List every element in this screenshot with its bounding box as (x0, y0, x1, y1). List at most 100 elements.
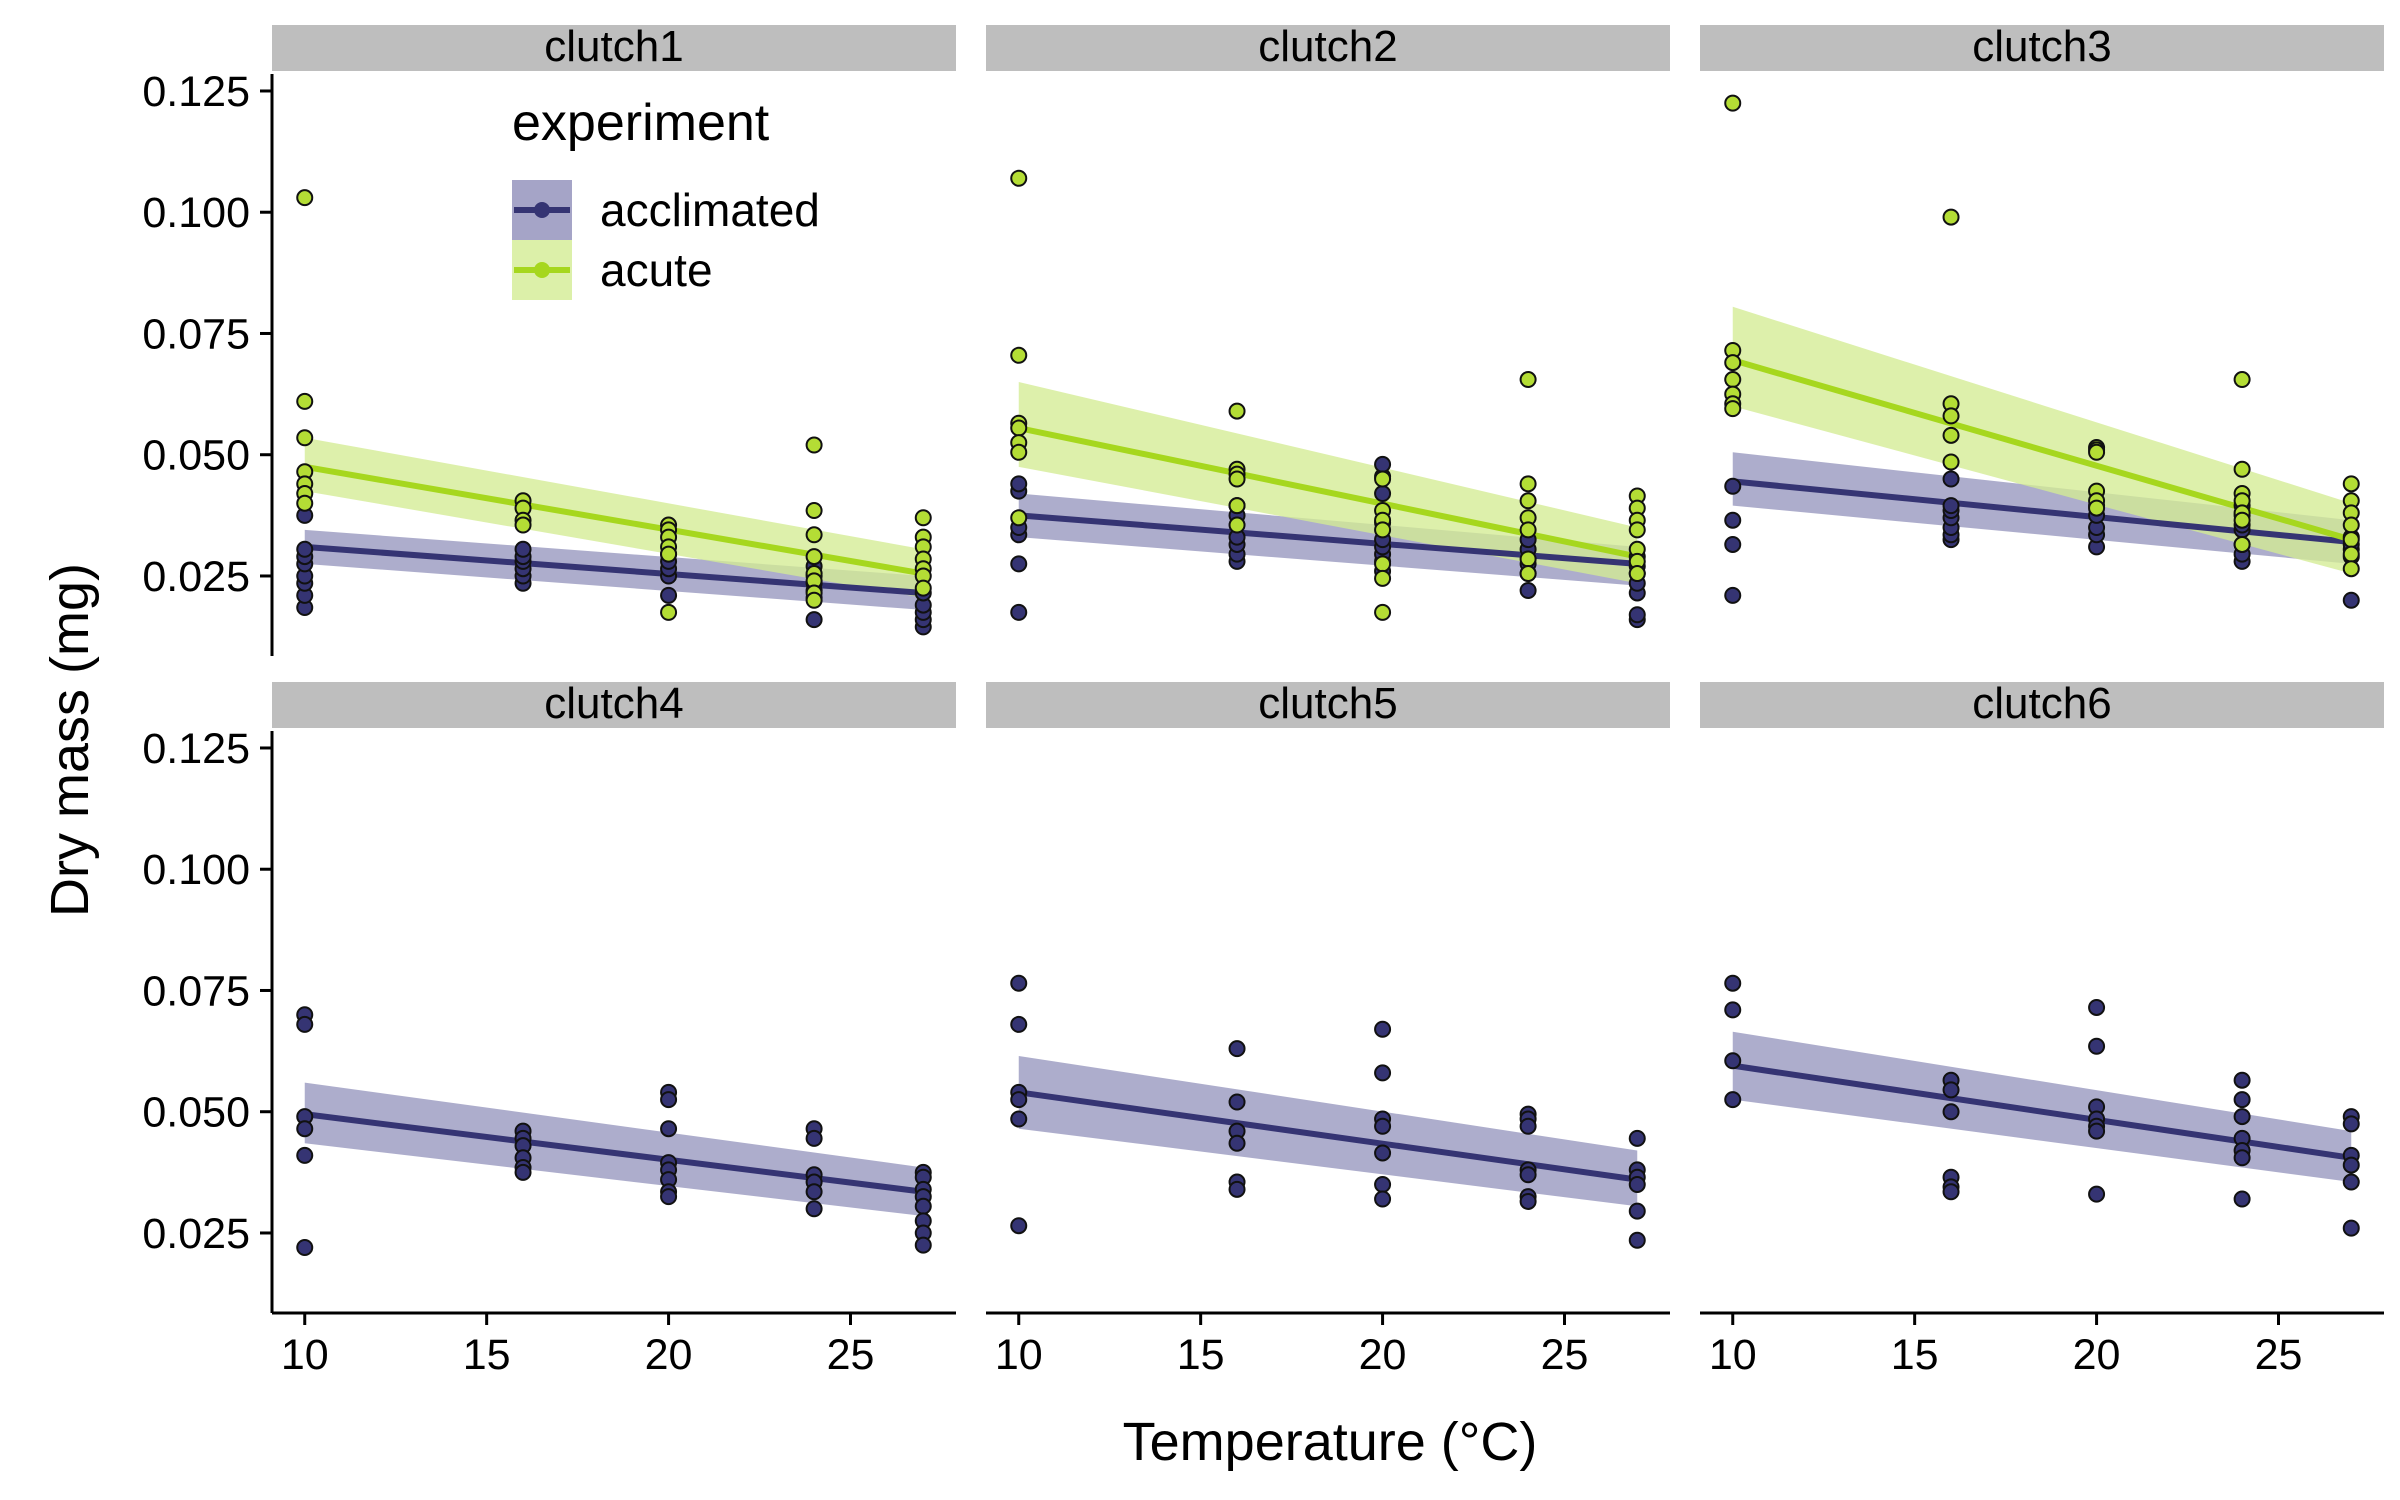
y-tick-label: 0.025 (142, 1210, 250, 1258)
data-point-acute (296, 429, 314, 447)
data-point-acclimated (1010, 1091, 1028, 1109)
panel-strip-label: clutch5 (1258, 679, 1397, 728)
x-tick-label: 10 (995, 1331, 1043, 1379)
ribbon-acclimated (1732, 452, 2352, 564)
y-tick-label: 0.125 (142, 725, 250, 773)
x-tick-label: 15 (1891, 1331, 1939, 1379)
panel-strip-label: clutch2 (1258, 22, 1397, 71)
data-point-acclimated (1628, 606, 1646, 624)
data-point-acute (1628, 521, 1646, 539)
data-point-acute (1519, 371, 1537, 389)
data-point-acclimated (1519, 582, 1537, 600)
x-tick-label: 15 (463, 1331, 511, 1379)
data-point-acclimated (1374, 1117, 1392, 1135)
data-point-acclimated (914, 1197, 932, 1215)
data-point-acclimated (2088, 1037, 2106, 1055)
panel-clutch3: clutch3 (1700, 22, 2384, 609)
data-point-acclimated (660, 1120, 678, 1138)
data-point-acclimated (1942, 1183, 1960, 1201)
data-point-acute (1374, 569, 1392, 587)
data-point-acute (1724, 354, 1742, 372)
data-point-acute (1228, 497, 1246, 515)
data-point-acute (2342, 531, 2360, 549)
x-tick-label: 15 (1177, 1331, 1225, 1379)
data-point-acute (805, 502, 823, 519)
data-point-acute (2342, 516, 2360, 534)
x-tick-label: 20 (2073, 1331, 2121, 1379)
panel-strip (272, 682, 956, 728)
data-point-acclimated (1724, 1001, 1742, 1019)
data-point-acute (1374, 470, 1392, 488)
data-point-acclimated (2233, 1149, 2251, 1167)
y-tick-label: 0.100 (142, 189, 250, 237)
data-point-acclimated (514, 540, 532, 558)
data-point-acclimated (1374, 1020, 1392, 1038)
data-point-acclimated (296, 1120, 314, 1138)
y-tick-label: 0.025 (142, 553, 250, 601)
x-tick-label: 25 (2255, 1331, 2303, 1379)
data-point-acclimated (1942, 1081, 1960, 1099)
panel-strip (986, 682, 1670, 728)
data-point-acute (2088, 443, 2106, 461)
data-point-acclimated (1374, 455, 1392, 473)
data-point-acclimated (1724, 477, 1742, 495)
data-point-acclimated (1724, 1091, 1742, 1109)
data-point-acute (2088, 499, 2106, 517)
x-tick-label: 25 (1541, 1331, 1589, 1379)
data-point-acclimated (914, 1236, 932, 1254)
y-tick-label: 0.125 (142, 68, 250, 116)
data-point-acute (2233, 535, 2251, 553)
data-point-acute (1724, 400, 1742, 418)
panels-layer: clutch1 0.025 0.050 0.075 0.100 0.125 clutch2 c… (142, 22, 2384, 1379)
x-axis-title: Temperature (°C) (1123, 1412, 1538, 1472)
data-point-acute (1519, 550, 1537, 568)
data-point-acute (514, 516, 532, 534)
data-point-acute (1942, 426, 1960, 444)
data-point-acute (660, 545, 678, 563)
data-point-acclimated (1374, 485, 1392, 503)
panel-strip (986, 25, 1670, 71)
data-point-acclimated (2233, 1190, 2251, 1208)
data-point-acclimated (1010, 475, 1028, 493)
data-point-acclimated (2342, 1156, 2360, 1174)
data-point-acute (2342, 475, 2360, 493)
data-point-acute (1519, 565, 1537, 583)
panel-strip (1700, 682, 2384, 728)
data-point-acclimated (514, 1163, 532, 1181)
data-point-acute (1228, 470, 1246, 488)
data-point-acute (1228, 402, 1246, 420)
data-point-acclimated (1724, 535, 1742, 553)
data-point-acclimated (1724, 1052, 1742, 1070)
data-point-acclimated (2088, 998, 2106, 1016)
data-point-acclimated (2233, 1108, 2251, 1126)
data-point-acclimated (296, 1015, 314, 1033)
data-point-acclimated (1628, 1202, 1646, 1220)
panel-strip-label: clutch1 (544, 22, 683, 71)
data-point-acclimated (1228, 1040, 1246, 1058)
ribbon-acclimated (304, 1082, 924, 1216)
data-point-acclimated (1010, 974, 1028, 992)
data-point-acclimated (1228, 1134, 1246, 1152)
data-point-acclimated (1942, 1103, 1960, 1121)
data-point-acclimated (1519, 1117, 1537, 1135)
data-point-acute (1010, 443, 1028, 461)
data-point-acclimated (1628, 1129, 1646, 1147)
panel-clutch1: clutch1 0.025 0.050 0.075 0.100 0.125 (142, 22, 956, 656)
data-point-acute (1010, 419, 1028, 437)
legend: experiment acclimated acute (512, 94, 820, 300)
legend-label: acute (600, 244, 713, 296)
data-point-acclimated (2342, 591, 2360, 609)
data-point-acute (805, 436, 823, 454)
data-point-acclimated (1724, 511, 1742, 529)
data-point-acclimated (805, 1129, 823, 1147)
data-point-acclimated (2342, 1173, 2360, 1191)
y-tick-label: 0.075 (142, 310, 250, 358)
data-point-acute (1942, 208, 1960, 226)
data-point-acute (1010, 346, 1028, 364)
data-point-acute (1942, 453, 1960, 471)
ribbon-acute (1018, 381, 1638, 584)
legend-item-acclimated: acclimated (512, 180, 820, 240)
data-point-acclimated (1010, 555, 1028, 573)
data-point-acute (805, 591, 823, 609)
